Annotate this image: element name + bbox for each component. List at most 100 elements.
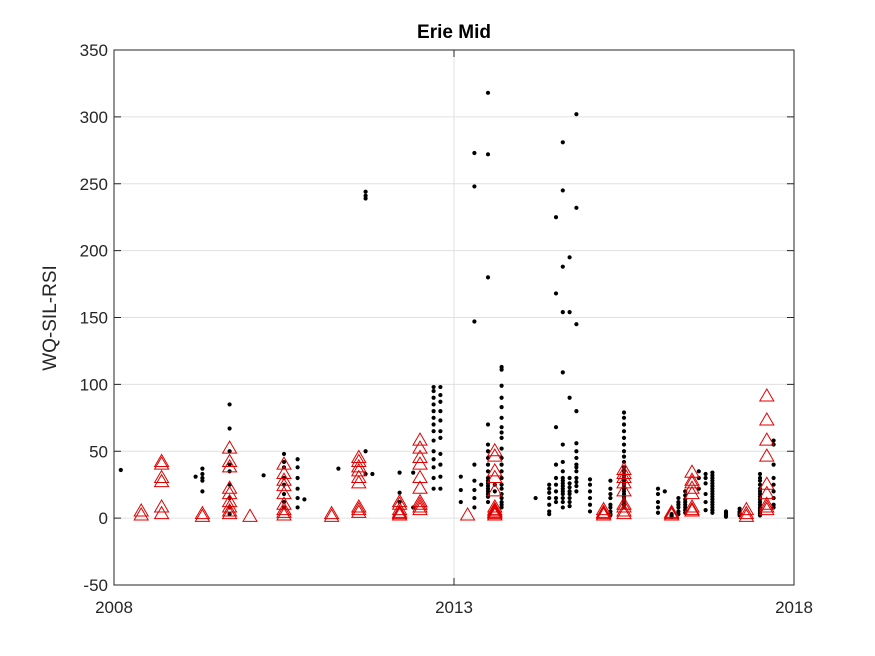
data-point-triangle	[616, 482, 632, 497]
data-point-dot	[710, 510, 715, 515]
data-point-dot	[438, 474, 443, 479]
data-point-dot	[302, 497, 307, 502]
data-point-dot	[587, 489, 593, 494]
data-point-dot	[621, 429, 627, 434]
data-point-triangle	[412, 501, 428, 516]
data-point-dot	[608, 495, 613, 501]
data-point-dot	[411, 470, 416, 475]
data-point-dot	[587, 509, 593, 514]
data-point-triangle	[350, 449, 367, 463]
data-point-dot	[553, 499, 559, 505]
data-point-dot	[281, 482, 287, 487]
data-point-dot	[438, 429, 443, 434]
data-point-triangle	[663, 504, 680, 518]
data-point-dot	[492, 489, 497, 494]
data-point-dot	[281, 459, 287, 465]
data-point-dot	[336, 466, 341, 471]
data-point-triangle	[221, 485, 238, 500]
data-point-dot	[547, 502, 552, 507]
data-point-dot	[560, 459, 565, 465]
data-point-triangle	[616, 461, 632, 476]
data-point-dot	[560, 264, 565, 269]
data-point-dot	[485, 499, 491, 505]
data-point-dot	[655, 486, 661, 491]
data-point-dot	[771, 475, 776, 481]
data-point-triangle	[595, 501, 612, 516]
data-point-dot	[771, 438, 776, 443]
data-point-dot	[655, 491, 661, 497]
data-point-triangle	[221, 498, 238, 513]
data-point-dot	[485, 90, 491, 95]
data-point-dot	[560, 505, 565, 510]
data-point-dot	[574, 479, 579, 485]
data-point-dot	[547, 495, 552, 501]
grid-lines	[114, 50, 794, 585]
data-point-dot	[438, 399, 443, 404]
data-point-dot	[587, 482, 593, 487]
data-point-triangle	[221, 505, 238, 520]
data-point-dot	[499, 367, 504, 372]
data-point-dot	[560, 310, 565, 315]
data-point-triangle	[276, 472, 292, 486]
data-point-dot	[472, 487, 477, 493]
data-point-triangle	[350, 474, 367, 489]
data-point-triangle	[412, 456, 428, 470]
data-point-dot	[553, 475, 559, 481]
data-point-dot	[560, 370, 565, 375]
data-point-triangle	[684, 472, 700, 486]
data-point-dot	[533, 495, 538, 501]
data-point-dot	[281, 451, 287, 457]
data-point-dot	[547, 486, 552, 491]
data-point-triangle	[616, 498, 632, 513]
data-point-dot	[499, 425, 504, 430]
data-point-triangle	[758, 412, 775, 426]
data-point-dot	[669, 514, 674, 519]
data-point-dot	[472, 495, 477, 501]
data-point-dot	[472, 478, 477, 483]
data-point-dot	[587, 477, 593, 482]
data-point-triangle	[276, 477, 292, 492]
data-point-dot	[621, 442, 627, 447]
data-point-dot	[431, 457, 436, 462]
data-point-triangle	[738, 505, 755, 520]
data-point-dot	[757, 471, 763, 477]
data-point-triangle	[350, 469, 367, 484]
data-point-dot	[655, 499, 661, 505]
data-point-dot	[295, 495, 300, 501]
data-point-dot	[261, 473, 266, 478]
y-tick-label: 350	[80, 41, 108, 60]
data-point-triangle	[153, 469, 170, 484]
data-marks	[118, 90, 776, 522]
data-point-dot	[227, 426, 232, 431]
y-tick-label: 0	[99, 509, 108, 528]
data-point-triangle	[486, 462, 503, 477]
x-tick-label: 2018	[775, 598, 813, 617]
data-point-dot	[438, 418, 443, 423]
data-point-dot	[574, 475, 579, 481]
data-point-triangle	[684, 503, 700, 517]
y-tick-label: 150	[80, 309, 108, 328]
data-point-dot	[200, 478, 205, 483]
data-point-dot	[567, 503, 572, 509]
data-point-triangle	[616, 465, 632, 480]
data-point-triangle	[486, 469, 503, 484]
data-point-dot	[696, 469, 701, 474]
data-point-dot	[472, 150, 477, 156]
data-point-triangle	[276, 456, 292, 470]
data-point-triangle	[758, 496, 775, 510]
data-point-triangle	[153, 505, 170, 520]
data-point-dot	[771, 489, 776, 494]
data-point-dot	[227, 449, 232, 454]
y-tick-label: 300	[80, 108, 108, 127]
data-point-triangle	[616, 503, 632, 517]
data-point-triangle	[684, 498, 700, 513]
data-point-triangle	[758, 498, 775, 513]
data-point-dot	[621, 410, 627, 415]
data-point-dot	[567, 491, 572, 497]
data-point-dot	[676, 495, 681, 501]
data-point-triangle	[684, 464, 700, 478]
data-point-triangle	[350, 453, 367, 468]
data-point-triangle	[221, 453, 238, 468]
data-point-dot	[703, 481, 708, 486]
data-point-dot	[485, 462, 491, 467]
